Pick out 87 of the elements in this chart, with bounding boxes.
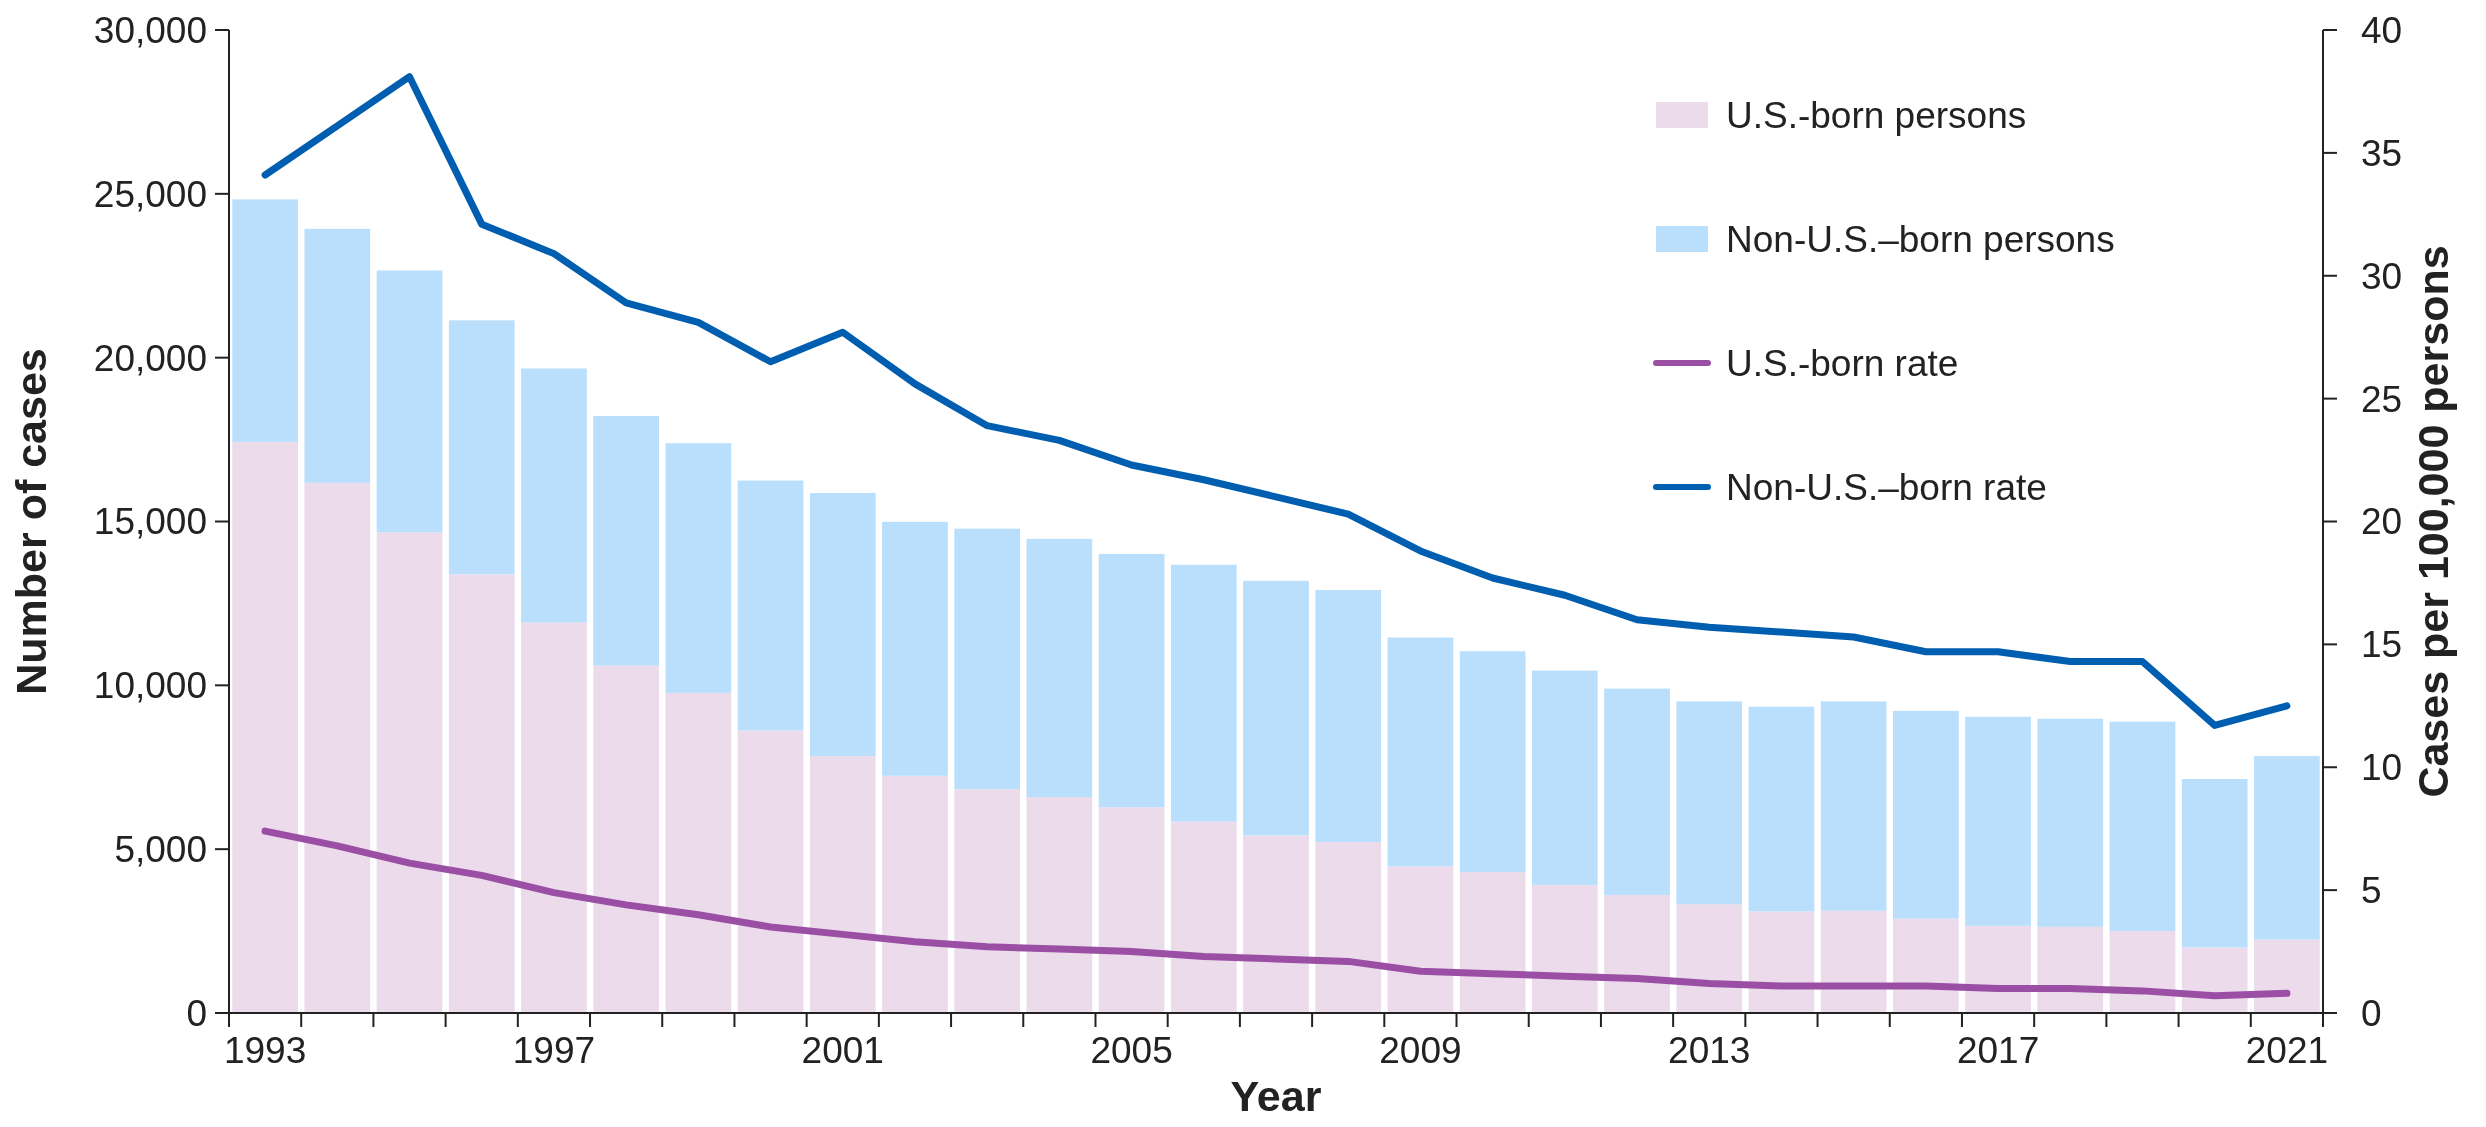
bar [665, 692, 732, 1013]
bar [1748, 911, 1815, 1013]
bar [1604, 895, 1670, 1013]
x-tick-label: 2005 [1090, 1030, 1173, 1071]
bar [1170, 564, 1237, 822]
y2-tick-label: 40 [2361, 9, 2403, 51]
legend-label: Non-U.S.–born persons [1726, 218, 2115, 260]
y-tick-label: 0 [186, 992, 207, 1034]
bar [304, 482, 371, 1013]
bar [1098, 807, 1165, 1013]
y-axis-title: Number of cases [7, 348, 55, 695]
legend-label: Non-U.S.–born rate [1726, 466, 2047, 508]
bar [1243, 580, 1309, 836]
bar [665, 443, 732, 693]
x-tick-label: 2021 [2245, 1030, 2329, 1071]
bar [2037, 718, 2104, 927]
legend-label: U.S.-born rate [1726, 342, 1959, 384]
y-tick-label: 10,000 [93, 665, 207, 707]
bar [1243, 835, 1309, 1013]
bar [1965, 925, 2031, 1013]
bar [1387, 866, 1454, 1013]
bar [232, 441, 298, 1013]
bar [1748, 706, 1815, 912]
bar [1026, 538, 1093, 798]
bar [809, 756, 876, 1013]
bar [2181, 779, 2248, 948]
bar [2037, 926, 2104, 1013]
bar [737, 730, 804, 1013]
y-tick-label: 25,000 [93, 173, 207, 215]
bar [593, 415, 659, 666]
bar [2254, 939, 2320, 1013]
y2-tick-label: 25 [2361, 378, 2403, 420]
bar [954, 528, 1021, 790]
bar [1820, 701, 1887, 911]
y2-tick-label: 0 [2361, 992, 2382, 1034]
y2-tick-label: 35 [2361, 132, 2403, 174]
bar [1531, 670, 1598, 885]
bar [2254, 756, 2320, 940]
bar [1604, 688, 1670, 896]
bar [1459, 872, 1526, 1013]
y-tick-label: 5,000 [114, 829, 207, 871]
bar [882, 775, 948, 1013]
x-tick-label: 2013 [1668, 1030, 1751, 1071]
x-tick-label: 1997 [512, 1030, 596, 1071]
bar [448, 320, 515, 575]
y2-tick-label: 15 [2361, 624, 2403, 666]
bar [2109, 721, 2176, 932]
bar [376, 270, 443, 533]
bar [1531, 884, 1598, 1013]
bar [376, 532, 443, 1013]
y2-tick-label: 20 [2361, 501, 2403, 543]
y2-axis-title: Cases per 100,000 persons [2409, 245, 2457, 798]
bar [1315, 589, 1382, 842]
bar [521, 368, 587, 623]
bar [521, 622, 587, 1013]
y2-tick-label: 30 [2361, 255, 2403, 297]
y2-tick-label: 10 [2361, 747, 2403, 789]
bar [1965, 716, 2031, 926]
bar [1387, 637, 1454, 867]
x-tick-label: 2017 [1956, 1030, 2040, 1071]
bar [882, 521, 948, 776]
bar [448, 574, 515, 1013]
bar [1170, 821, 1237, 1013]
bar [1459, 651, 1526, 873]
bar [737, 480, 804, 731]
bar [1676, 904, 1743, 1013]
y-tick-label: 30,000 [93, 9, 207, 51]
bar [232, 199, 298, 442]
bar [1315, 841, 1382, 1013]
bar [304, 228, 371, 483]
bar [809, 492, 876, 757]
x-tick-label: 2009 [1379, 1030, 1462, 1071]
bar [1026, 797, 1093, 1013]
y2-tick-label: 5 [2361, 870, 2382, 912]
bar [954, 789, 1021, 1013]
bar [593, 665, 659, 1013]
x-axis-title: Year [1230, 1072, 1322, 1120]
y-tick-label: 15,000 [93, 501, 207, 543]
bar [1676, 701, 1743, 905]
bar [1820, 910, 1887, 1013]
y-tick-label: 20,000 [93, 337, 207, 379]
bar [1098, 553, 1165, 808]
x-tick-label: 2001 [801, 1030, 884, 1071]
legend-label: U.S.-born persons [1726, 94, 2027, 136]
bar [1893, 918, 1959, 1013]
x-tick-label: 1993 [223, 1030, 307, 1071]
bar [1893, 710, 1959, 919]
